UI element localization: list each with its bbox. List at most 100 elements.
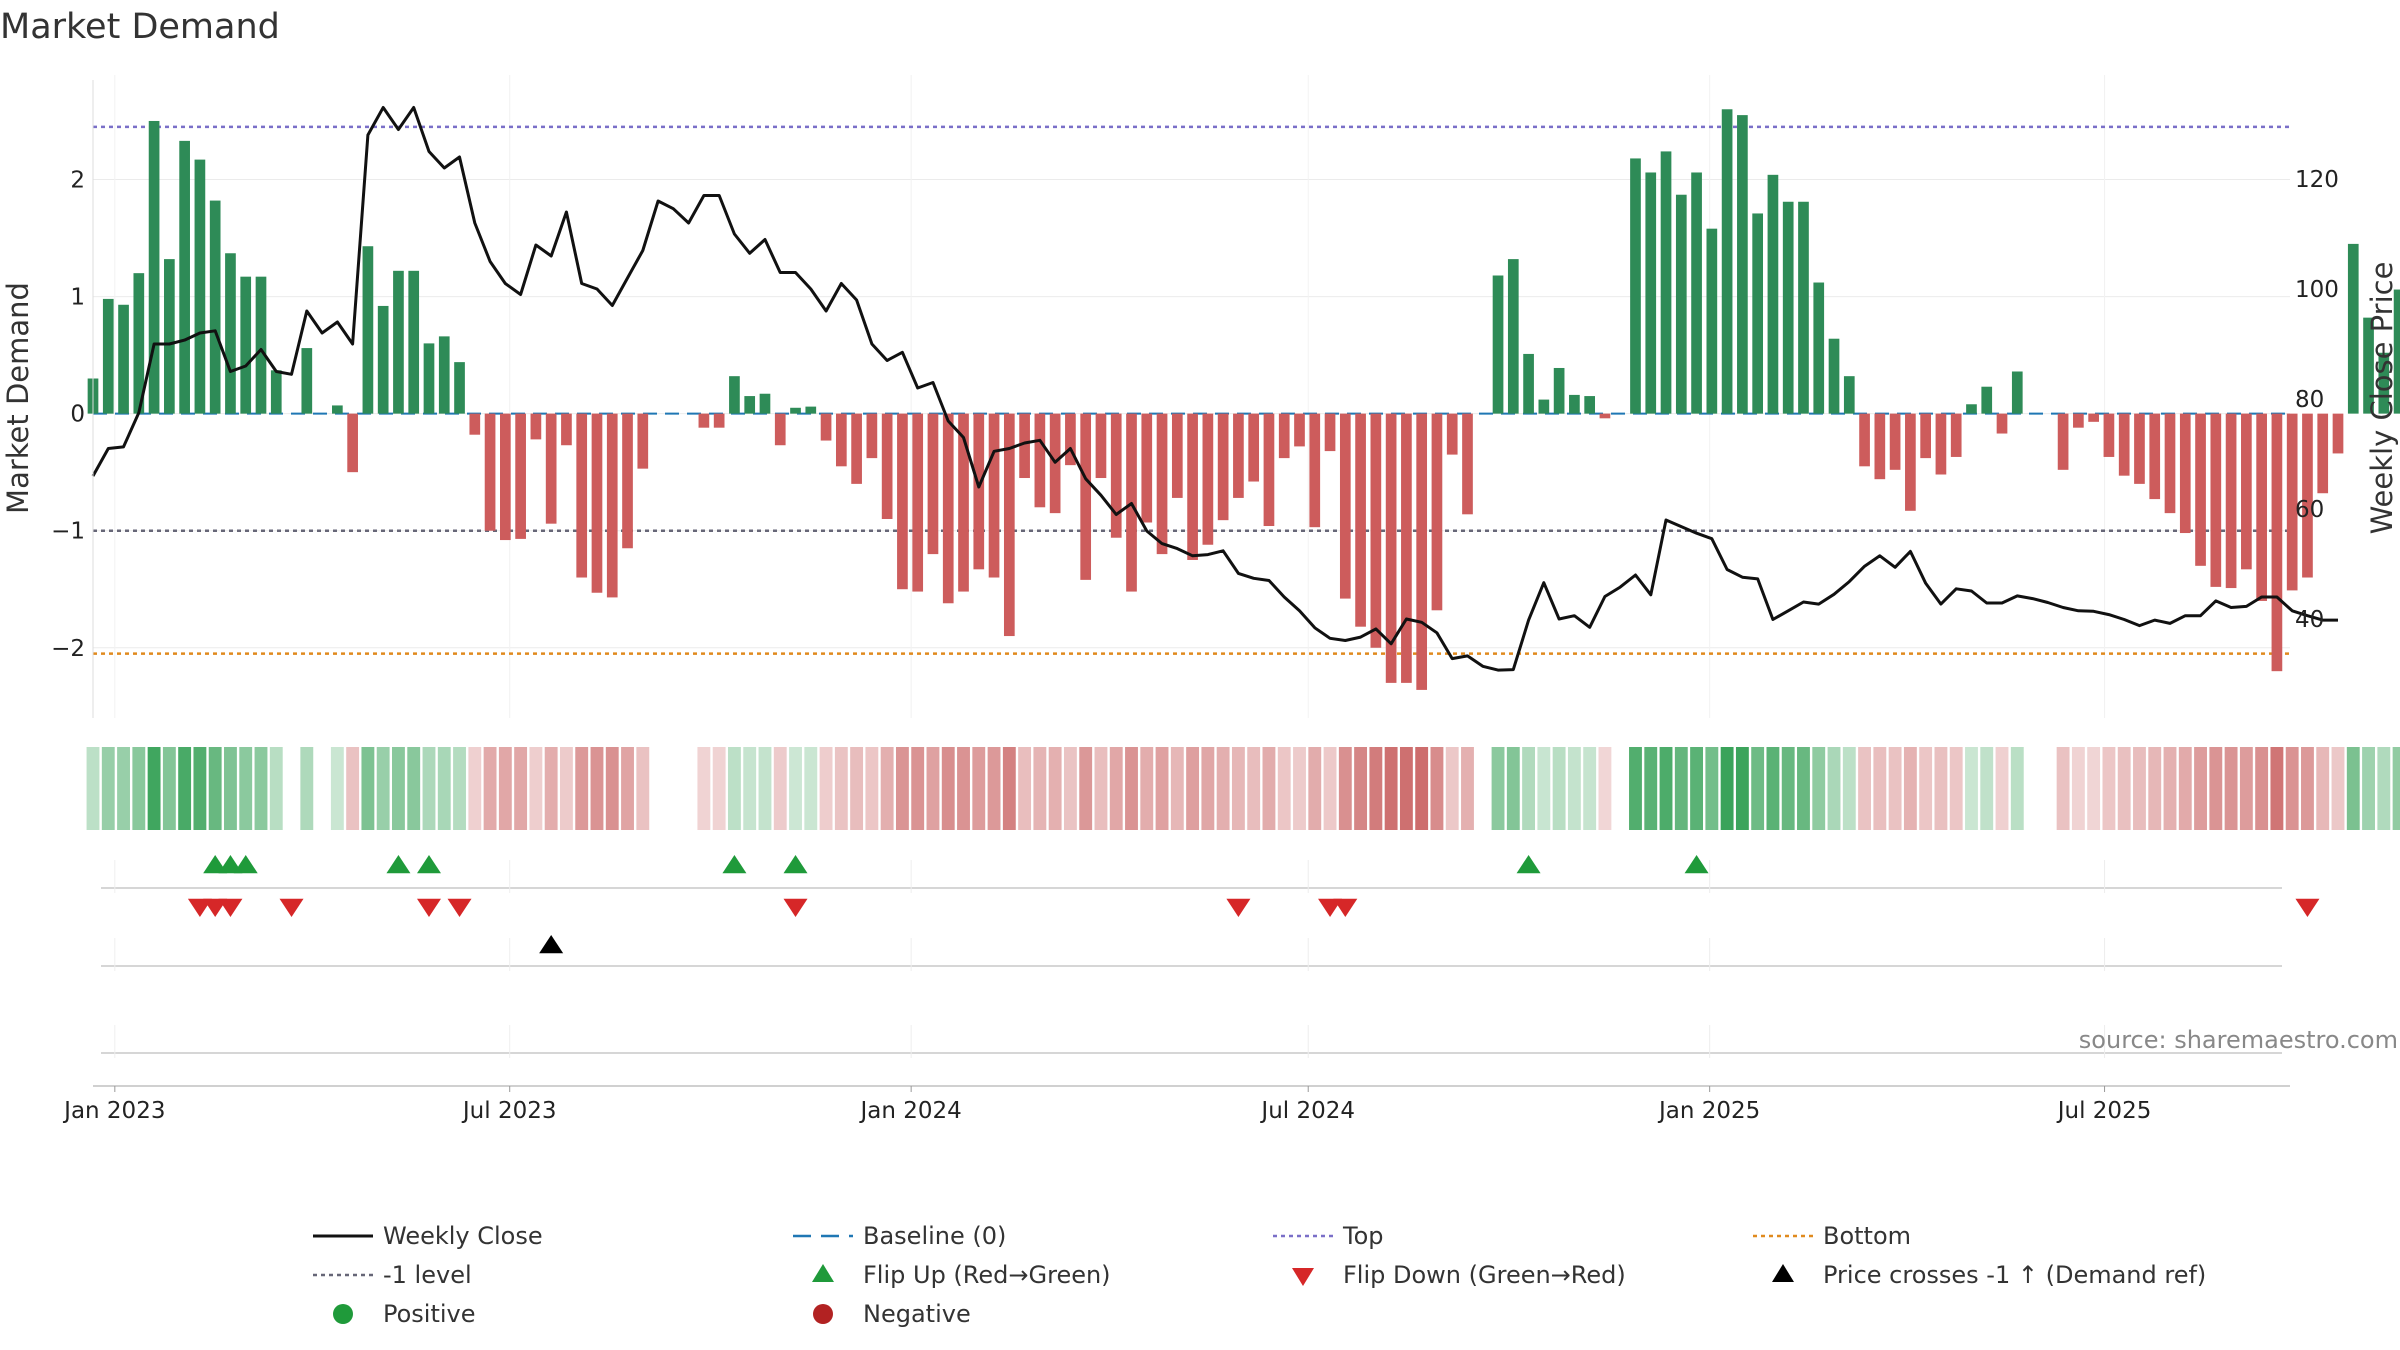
- heat-cell: [2392, 747, 2400, 830]
- demand-bar-negative: [1187, 413, 1198, 560]
- demand-bar-negative: [469, 413, 481, 435]
- demand-bar-negative: [1874, 413, 1886, 480]
- heat-cell: [407, 747, 421, 830]
- demand-bar-positive: [1645, 172, 1657, 414]
- heat-cell: [147, 747, 161, 830]
- demand-bar-negative: [1385, 413, 1397, 683]
- heat-cell: [1384, 747, 1398, 830]
- y2-tick-label: 40: [2295, 607, 2324, 633]
- demand-bar-positive: [2393, 289, 2400, 414]
- heat-cell: [544, 747, 558, 830]
- flip-up-marker: [416, 855, 441, 874]
- legend-label: Flip Up (Red→Green): [863, 1261, 1111, 1289]
- heat-cell: [2102, 747, 2116, 830]
- demand-heat-strip: [86, 747, 2400, 830]
- flip-up-marker: [783, 855, 808, 874]
- demand-bar-positive: [194, 159, 206, 414]
- heat-cell: [178, 747, 192, 830]
- legend-item-baseline: Baseline (0): [793, 1222, 1006, 1250]
- demand-bar-positive: [438, 336, 450, 414]
- demand-bar-positive: [1966, 404, 1977, 414]
- heat-cell: [1369, 747, 1383, 830]
- heat-cell: [2239, 747, 2253, 830]
- y2-tick-label: 100: [2295, 277, 2339, 303]
- heat-cell: [1522, 747, 1536, 830]
- heat-cell: [529, 747, 543, 830]
- heat-cell: [1491, 747, 1505, 830]
- demand-bar-positive: [393, 270, 404, 414]
- heat-cell: [1445, 747, 1459, 830]
- demand-bar-negative: [1355, 413, 1366, 627]
- demand-bar-positive: [1553, 367, 1565, 414]
- demand-bar-negative: [2164, 413, 2176, 514]
- heat-cell: [773, 747, 787, 830]
- legend: Weekly Close Baseline (0) Top Bottom -1 leve…: [313, 1222, 2206, 1328]
- heat-cell: [1186, 747, 1200, 830]
- heat-cell: [743, 747, 757, 830]
- legend-label: Bottom: [1823, 1222, 1911, 1250]
- heat-cell: [254, 747, 268, 830]
- flip-down-marker: [783, 898, 808, 917]
- demand-bar-negative: [942, 413, 954, 604]
- y2-axis-label: Weekly Close Price: [2365, 262, 2399, 535]
- demand-bar-positive: [102, 298, 114, 414]
- heat-cell: [1155, 747, 1169, 830]
- heat-cell: [941, 747, 955, 830]
- demand-bar-positive: [1721, 109, 1733, 414]
- demand-bar-positive: [1782, 201, 1794, 414]
- heat-cell: [1002, 747, 1016, 830]
- x-tick-label: Jul 2023: [461, 1098, 557, 1124]
- heat-cell: [1766, 747, 1780, 830]
- heat-cell: [559, 747, 573, 830]
- heat-cell: [1735, 747, 1749, 830]
- heat-cell: [468, 747, 482, 830]
- demand-bar-negative: [2286, 413, 2298, 591]
- demand-bar-negative: [2179, 413, 2191, 534]
- demand-bar-negative: [835, 413, 847, 467]
- flip-up-marker: [1516, 855, 1541, 874]
- legend-item-weekly-close: Weekly Close: [313, 1222, 543, 1250]
- heat-cell: [987, 747, 1001, 830]
- heat-cell: [1216, 747, 1230, 830]
- demand-bar-negative: [820, 413, 832, 441]
- date-axis: Jan 2023 Jul 2023 Jan 2024 Jul 2024 Jan 2025…: [62, 1085, 2290, 1124]
- demand-bar-positive: [2011, 371, 2023, 414]
- heat-cell: [1461, 747, 1474, 830]
- heat-cell: [1751, 747, 1765, 830]
- legend-swatch: [812, 1264, 834, 1282]
- demand-bar-positive: [148, 120, 160, 414]
- heat-cell: [2285, 747, 2299, 830]
- heat-cell: [2163, 747, 2177, 830]
- demand-bar-positive: [1523, 353, 1534, 414]
- heat-cell: [1934, 747, 1948, 830]
- heat-cell: [1231, 747, 1245, 830]
- demand-bar-negative: [515, 413, 526, 539]
- heat-cell: [1781, 747, 1795, 830]
- y-tick-label: 0: [70, 402, 85, 428]
- weekly-close-line: [91, 106, 2338, 672]
- legend-swatch: [333, 1304, 353, 1324]
- legend-label: Baseline (0): [863, 1222, 1006, 1250]
- demand-bar-positive: [729, 376, 740, 414]
- heat-cell: [437, 747, 451, 830]
- demand-bar-negative: [1889, 413, 1901, 470]
- heat-cell: [1201, 747, 1215, 830]
- heat-cell: [1293, 747, 1306, 830]
- demand-bar-negative: [1309, 413, 1321, 528]
- heat-cell: [880, 747, 894, 830]
- heat-cell: [1338, 747, 1352, 830]
- heat-cell: [712, 747, 726, 830]
- demand-bar-negative: [561, 413, 572, 446]
- demand-bar-negative: [1294, 413, 1305, 447]
- demand-bar-negative: [637, 413, 649, 469]
- axes: −2 −1 0 1 2 40 60 80 100 120: [51, 80, 2339, 718]
- demand-bar-negative: [576, 413, 588, 578]
- y-tick-label: −2: [51, 636, 85, 662]
- demand-bar-positive: [1630, 158, 1641, 414]
- heat-cell: [1873, 747, 1887, 830]
- demand-bar-negative: [1233, 413, 1244, 498]
- demand-bar-negative: [698, 413, 710, 428]
- heat-cell: [1552, 747, 1566, 830]
- grid-lines: [93, 75, 2290, 718]
- demand-bar-negative: [2118, 413, 2130, 476]
